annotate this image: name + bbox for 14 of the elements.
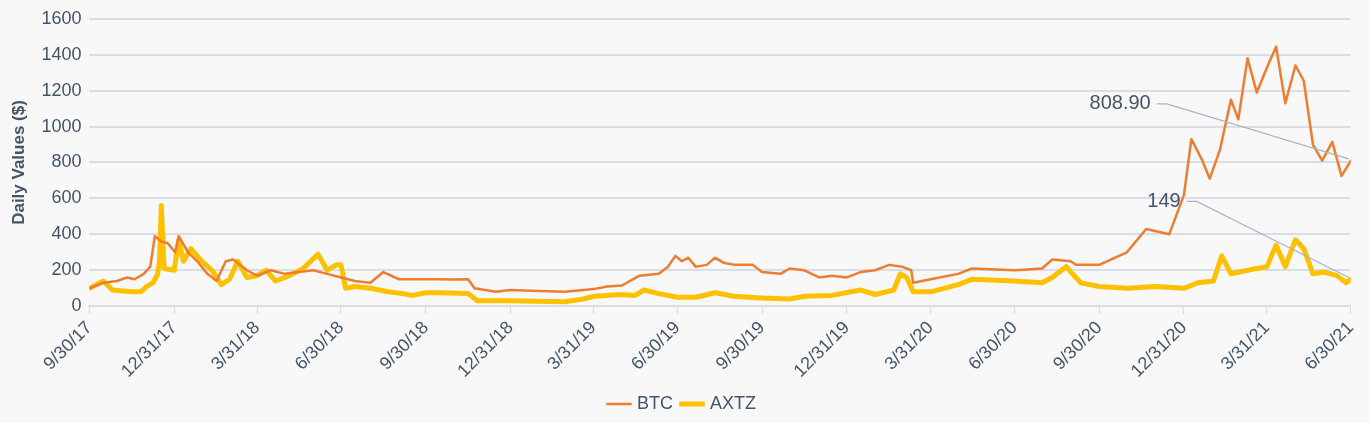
legend-label: BTC — [637, 392, 673, 413]
y-axis-title: Daily Values ($) — [8, 100, 28, 225]
y-tick-label: 400 — [51, 223, 82, 244]
y-tick-label: 1200 — [41, 79, 82, 100]
y-tick-label: 800 — [51, 151, 82, 172]
y-tick-label: 600 — [51, 187, 82, 208]
y-tick-label: 200 — [51, 259, 82, 280]
annotation: 149 — [1147, 188, 1181, 211]
legend-label: AXTZ — [710, 392, 757, 413]
y-tick-label: 1600 — [41, 7, 82, 28]
annotation: 808.90 — [1089, 91, 1151, 114]
y-tick-label: 1000 — [41, 115, 82, 136]
y-tick-label: 1400 — [41, 43, 82, 64]
y-tick-label: 0 — [71, 295, 82, 316]
